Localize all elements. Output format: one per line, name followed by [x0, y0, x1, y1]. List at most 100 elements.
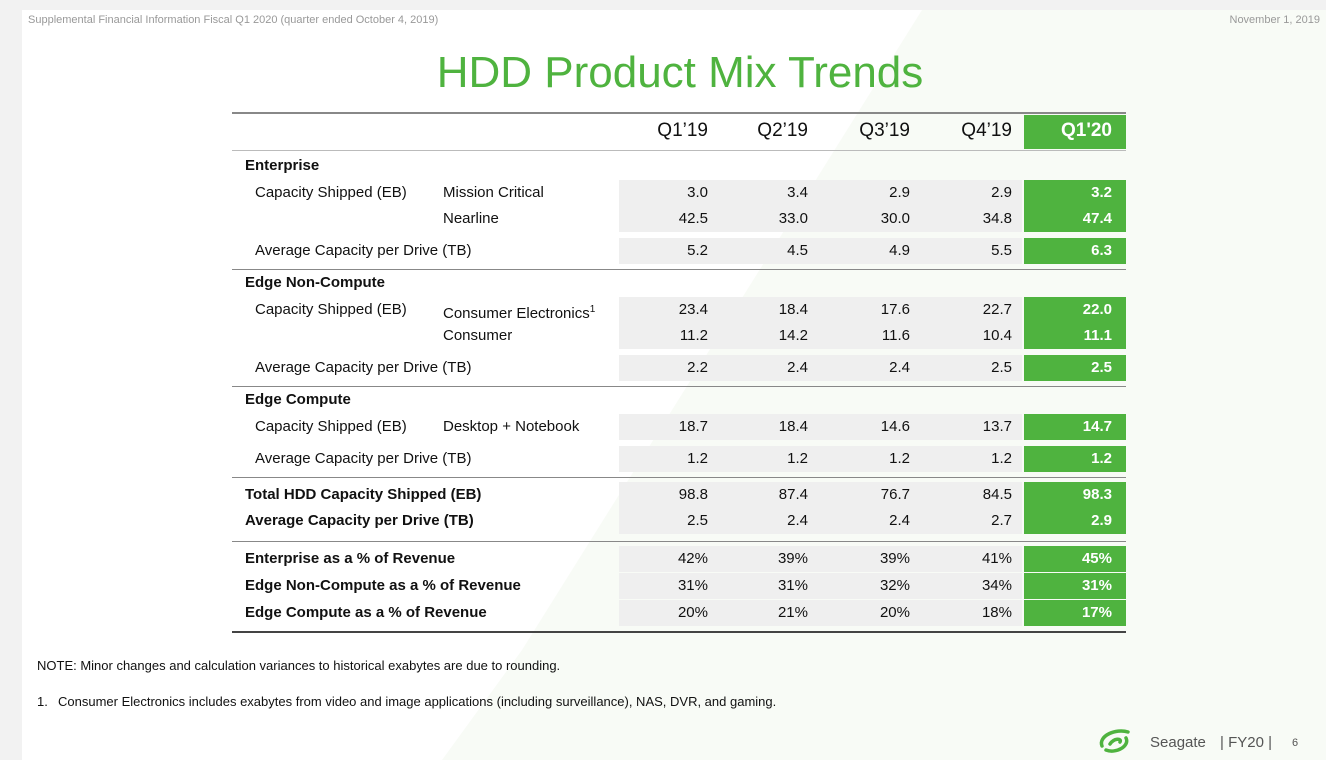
row-sublabel: Desktop + Notebook [443, 418, 580, 435]
section-name: Enterprise [245, 157, 320, 174]
cell-value: 11.6 [881, 327, 910, 344]
row-label: Capacity Shipped (EB) [255, 301, 407, 318]
cell-value: 18.7 [678, 418, 708, 435]
cell-value: 31% [1081, 577, 1112, 594]
cell-value: 2.4 [787, 359, 808, 376]
cell-value: 20% [879, 604, 910, 621]
cell-value: 11.2 [679, 327, 708, 344]
row-label: Average Capacity per Drive (TB) [255, 450, 472, 467]
cell-value: 6.3 [1091, 242, 1112, 259]
cell-value: 10.4 [982, 327, 1012, 344]
row-label: Enterprise as a % of Revenue [245, 550, 456, 567]
highlight-cell [1024, 573, 1126, 599]
highlight-cell [1024, 297, 1126, 323]
section-line [232, 631, 1126, 633]
highlight-cell [1024, 206, 1126, 232]
cell-value: 42.5 [678, 210, 708, 227]
section-line [232, 541, 1126, 542]
highlight-cell [1024, 238, 1126, 264]
footnote-text: Consumer Electronics includes exabytes f… [58, 694, 777, 709]
cell-value: 34% [981, 577, 1012, 594]
cell-value: 47.4 [1082, 210, 1112, 227]
cell-value: 1.2 [991, 450, 1012, 467]
row-label: Average Capacity per Drive (TB) [245, 512, 474, 529]
row-shade [619, 323, 1022, 349]
cell-value: 13.7 [982, 418, 1012, 435]
section-name: Edge Compute [245, 391, 351, 408]
cell-value: 39% [777, 550, 808, 567]
row-shade [619, 297, 1022, 323]
cell-value: 2.4 [889, 359, 910, 376]
cell-value: 2.5 [687, 512, 708, 529]
footer-brand: Seagate [1150, 734, 1206, 751]
row-shade [619, 446, 1022, 472]
column-header: Q3’19 [859, 120, 910, 141]
cell-value: 5.2 [687, 242, 708, 259]
cell-value: 98.8 [678, 486, 708, 503]
seagate-logo [1099, 729, 1130, 753]
row-shade [619, 180, 1022, 206]
cell-value: 2.9 [889, 184, 910, 201]
cell-value: 3.0 [687, 184, 708, 201]
highlight-cell [1024, 180, 1126, 206]
row-shade [619, 238, 1022, 264]
cell-value: 2.4 [787, 512, 808, 529]
cell-value: 14.2 [778, 327, 808, 344]
cell-value: 41% [981, 550, 1012, 567]
cell-value: 22.0 [1082, 301, 1112, 318]
highlight-cell [1024, 323, 1126, 349]
cell-value: 98.3 [1082, 486, 1112, 503]
highlight-cell [1024, 600, 1126, 626]
header-line [232, 150, 1126, 151]
highlight-header [1024, 115, 1126, 149]
header-right: November 1, 2019 [1229, 14, 1321, 26]
cell-value: 1.2 [787, 450, 808, 467]
row-sublabel: Nearline [443, 210, 499, 227]
cell-value: 31% [677, 577, 708, 594]
cell-value: 18.4 [778, 301, 808, 318]
cell-value: 31% [777, 577, 808, 594]
cell-value: 20% [677, 604, 708, 621]
cell-value: 5.5 [991, 242, 1012, 259]
section-line [232, 269, 1126, 270]
cell-value: 1.2 [889, 450, 910, 467]
row-shade [619, 508, 1022, 534]
table-top-line [232, 112, 1126, 114]
column-header: Q4’19 [961, 120, 1012, 141]
cell-value: 39% [879, 550, 910, 567]
footnote-number: 1. [37, 694, 48, 709]
row-shade [619, 206, 1022, 232]
cell-value: 4.5 [787, 242, 808, 259]
row-label: Average Capacity per Drive (TB) [255, 242, 472, 259]
cell-value: 17.6 [880, 301, 910, 318]
highlight-cell [1024, 446, 1126, 472]
highlight-cell [1024, 355, 1126, 381]
cell-value: 2.9 [1091, 512, 1112, 529]
cell-value: 30.0 [880, 210, 910, 227]
row-sublabel: Consumer [443, 327, 513, 344]
row-label: Total HDD Capacity Shipped (EB) [245, 486, 482, 503]
cell-value: 2.5 [1091, 359, 1112, 376]
cell-value: 3.2 [1091, 184, 1112, 201]
cell-value: 21% [777, 604, 808, 621]
cell-value: 42% [677, 550, 708, 567]
section-line [232, 386, 1126, 387]
cell-value: 2.2 [687, 359, 708, 376]
row-label: Capacity Shipped (EB) [255, 418, 407, 435]
header-left: Supplemental Financial Information Fisca… [28, 14, 439, 26]
footer-fiscal: | FY20 | [1220, 734, 1272, 751]
cell-value: 17% [1081, 604, 1112, 621]
cell-value: 3.4 [787, 184, 808, 201]
cell-value: 2.7 [991, 512, 1012, 529]
column-header: Q1'20 [1061, 120, 1112, 141]
cell-value: 33.0 [778, 210, 808, 227]
column-header: Q1’19 [657, 120, 708, 141]
cell-value: 23.4 [678, 301, 708, 318]
footer-page: 6 [1292, 737, 1299, 749]
cell-value: 14.7 [1082, 418, 1112, 435]
highlight-cell [1024, 508, 1126, 534]
cell-value: 2.9 [991, 184, 1012, 201]
row-label: Average Capacity per Drive (TB) [255, 359, 472, 376]
row-label: Edge Non-Compute as a % of Revenue [245, 577, 521, 594]
cell-value: 22.7 [982, 301, 1012, 318]
